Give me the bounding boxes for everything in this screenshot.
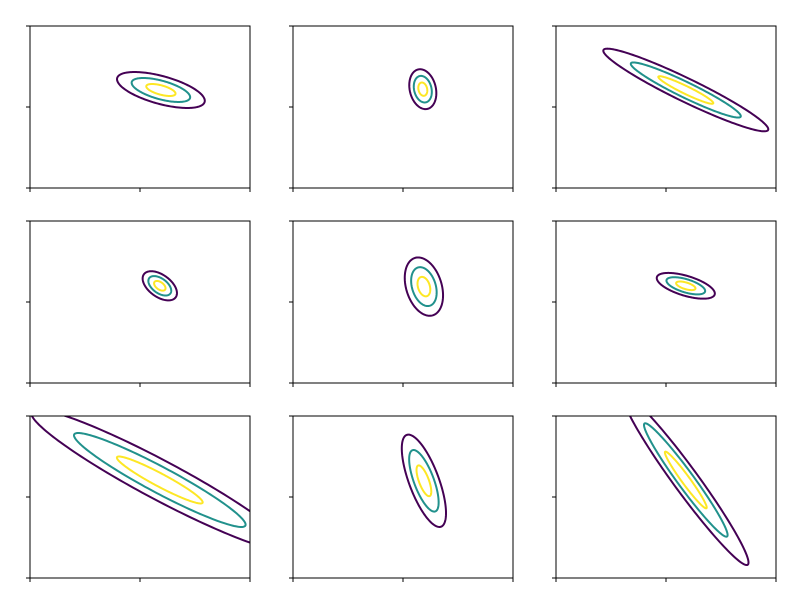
contour-line — [657, 75, 715, 105]
contour-line — [412, 74, 433, 104]
subplot — [408, 68, 438, 111]
contour-line — [408, 68, 438, 111]
contour-line — [400, 433, 448, 528]
contour-line — [115, 455, 204, 505]
subplot — [141, 270, 178, 302]
axes-frame — [292, 25, 514, 189]
contour-line — [145, 83, 177, 97]
contour-line — [417, 81, 429, 97]
subplot — [403, 256, 445, 317]
axes-frame — [29, 220, 251, 384]
contour-line — [675, 280, 697, 292]
contour-line — [602, 47, 770, 133]
subplot — [30, 416, 250, 544]
contour-line — [72, 432, 247, 528]
contour-line — [116, 71, 206, 109]
axes-frame — [555, 220, 777, 384]
contour-line — [403, 256, 445, 317]
subplot — [602, 47, 770, 133]
axes-frame — [29, 25, 251, 189]
subplot — [628, 416, 750, 567]
contour-line — [415, 464, 433, 498]
contour-line — [153, 279, 167, 292]
contour-line — [410, 266, 438, 308]
contour-line — [408, 449, 440, 513]
axes-frame — [292, 220, 514, 384]
contour-line — [416, 275, 432, 298]
subplot — [400, 433, 448, 528]
contour-line — [642, 422, 729, 538]
contour-line — [628, 416, 750, 567]
contour-line — [655, 271, 716, 300]
contour-line — [665, 276, 707, 296]
contour-line — [30, 416, 250, 544]
axes-frame — [29, 415, 251, 579]
subplot — [116, 71, 206, 109]
contour-line — [629, 61, 742, 119]
contour-line — [147, 275, 173, 297]
contour-line — [663, 450, 708, 510]
subplot — [655, 271, 716, 300]
contour-line — [130, 77, 192, 103]
contour-line — [141, 270, 178, 302]
